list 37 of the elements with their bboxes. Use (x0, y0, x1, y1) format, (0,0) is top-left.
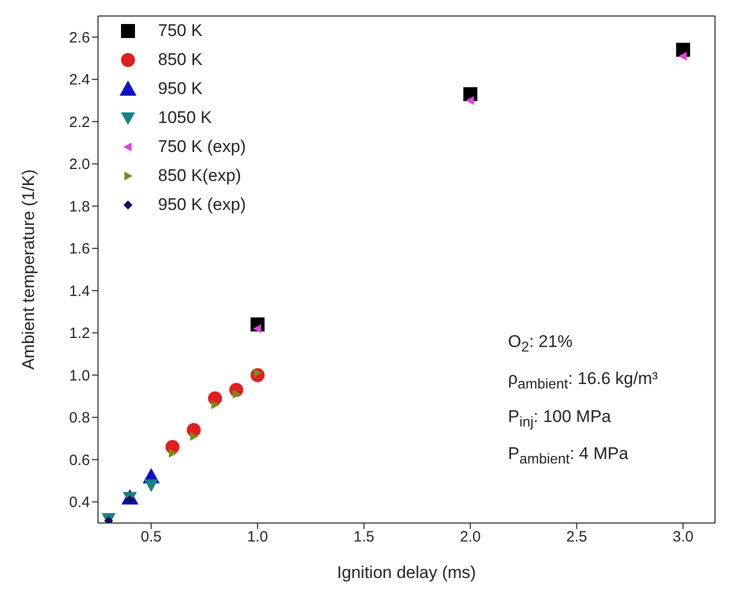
point (144, 479, 158, 492)
annotation: P$_{ambient}$: 4 MPa (508, 443, 630, 470)
legend-label: 950 K (158, 78, 202, 98)
y-tick-label: 1.4 (69, 282, 90, 300)
x-tick-label: 2.0 (460, 528, 481, 546)
y-tick-label: 1.2 (69, 325, 90, 342)
point (678, 52, 687, 61)
y-tick-label: 2.2 (69, 114, 90, 131)
y-tick-label: 2.0 (69, 156, 90, 174)
x-tick-label: 3.0 (672, 528, 694, 546)
annotation: P$_{inj}$: 100 MPa (508, 406, 612, 432)
y-tick-label: 2.4 (69, 72, 90, 89)
legend-label: 750 K (exp) (158, 136, 246, 156)
y-tick-label: 0.4 (69, 494, 90, 512)
legend-label: 1050 K (158, 108, 212, 128)
y-tick-label: 2.6 (69, 29, 90, 46)
point (466, 96, 474, 105)
x-tick-label: 1.5 (354, 528, 374, 546)
x-tick-label: 1.0 (247, 528, 268, 546)
x-tick-label: 2.5 (566, 528, 588, 546)
legend-label: 850 K(exp) (158, 166, 242, 186)
point (190, 432, 198, 441)
y-tick-label: 1.8 (69, 198, 90, 216)
x-axis-title: Ignition delay (ms) (337, 563, 476, 582)
annotation: ρ$_{ambient}$: 16.6 kg/m³ (508, 368, 658, 395)
point (211, 400, 220, 410)
y-tick-label: 1.0 (69, 367, 90, 384)
point (168, 448, 177, 458)
y-tick-label: 0.6 (69, 452, 90, 469)
y-tick-label: 1.6 (69, 240, 90, 258)
legend-label: 750 K (158, 20, 202, 40)
x-tick-label: 0.5 (140, 528, 162, 546)
legend-label: 950 K (exp) (158, 194, 246, 214)
annotation: O$_{2}$: 21% (508, 331, 574, 358)
legend-label: 850 K (158, 50, 202, 70)
y-tick-label: 0.8 (69, 410, 90, 427)
y-axis-title: Ambient temperature (1/K) (19, 169, 38, 370)
